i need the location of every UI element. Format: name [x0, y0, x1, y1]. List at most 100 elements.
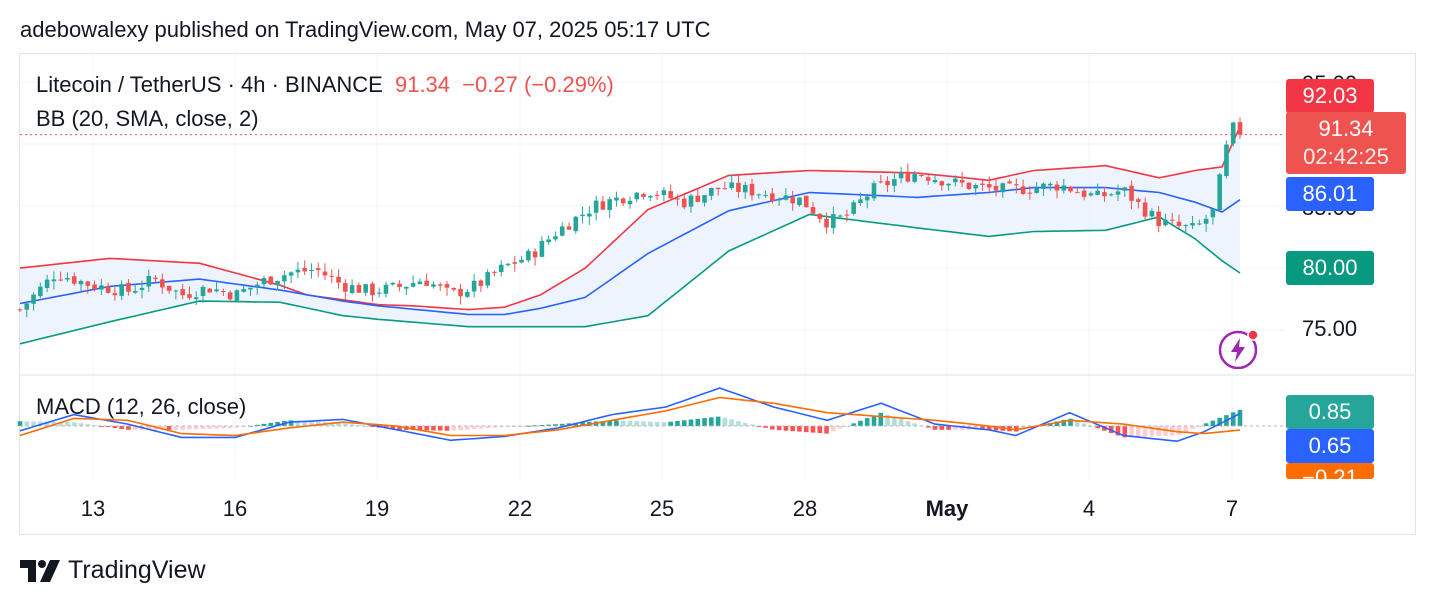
macd-histogram-bar [451, 426, 457, 431]
candle-body [559, 226, 565, 236]
macd-histogram-bar [397, 426, 402, 430]
macd-histogram-bar [160, 426, 165, 430]
candle-body [1224, 144, 1229, 177]
bb-legend[interactable]: BB (20, SMA, close, 2) [36, 106, 259, 131]
candle-body [912, 174, 917, 182]
candle-body [526, 250, 531, 261]
macd-histogram-bar [71, 422, 77, 426]
macd-histogram-bar [532, 425, 538, 427]
candle-body [492, 271, 497, 273]
macd-histogram-bar [105, 426, 111, 428]
macd-histogram-bar [817, 426, 823, 434]
macd-histogram-bar [336, 422, 341, 426]
candle-body [1102, 192, 1107, 197]
macd-histogram-bar [553, 424, 558, 426]
macd-histogram-bar [1075, 421, 1080, 426]
published-header: adebowalexy published on TradingView.com… [20, 17, 711, 42]
lower-band-tag: 80.00 [1286, 251, 1374, 285]
macd-histogram-bar [38, 421, 43, 426]
candle-body [180, 289, 185, 296]
candle-body [261, 278, 267, 285]
macd-histogram-bar [1163, 426, 1168, 436]
time-axis-label: 19 [364, 496, 390, 521]
candle-body [837, 215, 843, 217]
candle-body [627, 200, 633, 205]
last-price-tag: 91.34 02:42:25 [1286, 112, 1406, 174]
candle-body [451, 287, 457, 290]
candle-body [126, 282, 131, 292]
candle-body [38, 286, 43, 297]
candle-body [593, 200, 599, 213]
candle-body [993, 186, 999, 191]
symbol-legend[interactable]: Litecoin / TetherUS · 4h · BINANCE 91.34… [36, 72, 614, 98]
candle-body [573, 216, 579, 232]
candle-body [92, 284, 97, 290]
candle-body [302, 267, 307, 272]
macd-histogram-bar [173, 426, 179, 430]
candle-body [1068, 186, 1073, 192]
macd-histogram-bar [797, 426, 802, 432]
macd-histogram-bar [370, 426, 375, 427]
candle-body [146, 275, 152, 287]
macd-legend[interactable]: MACD (12, 26, close) [36, 394, 247, 419]
candle-body [885, 180, 890, 186]
candle-body [282, 275, 287, 282]
candle-body [980, 183, 985, 185]
candle-body [153, 277, 158, 279]
macd-histogram-bar [939, 426, 945, 430]
macd-histogram-bar [58, 421, 63, 426]
candle-body [756, 194, 762, 196]
macd-histogram-bar [65, 422, 70, 426]
candle-body [17, 309, 23, 311]
macd-histogram-bar [146, 426, 152, 430]
candle-body [221, 291, 226, 293]
macd-histogram-bar [675, 420, 680, 426]
macd-histogram-bar [268, 422, 274, 426]
lightning-icon[interactable] [1218, 329, 1258, 369]
chart-frame[interactable] [19, 53, 1416, 535]
macd-histogram-bar [234, 426, 240, 428]
macd-histogram-bar [715, 416, 721, 426]
candle-body [295, 269, 301, 273]
candle-body [1014, 184, 1019, 186]
candle-body [404, 286, 409, 289]
macd-histogram-bar [681, 420, 687, 426]
candle-body [58, 279, 63, 281]
candle-body [465, 291, 470, 297]
candle-body [668, 191, 673, 199]
macd-histogram-bar [837, 426, 843, 429]
macd-histogram-bar [702, 418, 707, 426]
legend-change-pct: (−0.29%) [523, 72, 614, 97]
candle-body [661, 190, 667, 196]
candle-body [254, 284, 260, 287]
candle-body [376, 292, 382, 294]
time-axis-label: 22 [507, 496, 533, 521]
candle-body [878, 181, 884, 183]
candle-body [654, 194, 660, 196]
macd-histogram-bar [695, 418, 701, 426]
candle-body [763, 195, 768, 197]
candle-body [424, 280, 429, 286]
candle-body [1149, 210, 1155, 217]
candle-body [607, 199, 612, 211]
candle-body [349, 285, 355, 294]
candle-body [892, 179, 897, 186]
footer-brand-text: TradingView [68, 556, 206, 584]
macd-histogram-bar [925, 426, 931, 428]
candle-body [919, 174, 924, 177]
macd-histogram-bar [709, 417, 714, 426]
macd-histogram-bar [519, 426, 524, 427]
candle-body [851, 202, 856, 214]
candle-body [946, 183, 951, 186]
candle-body [241, 289, 246, 292]
macd-histogram-bar [315, 421, 321, 426]
macd-histogram-bar [526, 425, 531, 427]
candle-body [71, 276, 77, 284]
macd-histogram-bar [790, 426, 795, 432]
macd-histogram-bar [288, 420, 294, 426]
footer-brand[interactable]: TradingView [20, 556, 206, 585]
macd-histogram-bar [485, 426, 490, 429]
macd-histogram-bar [1149, 426, 1155, 437]
candle-body [553, 236, 558, 240]
